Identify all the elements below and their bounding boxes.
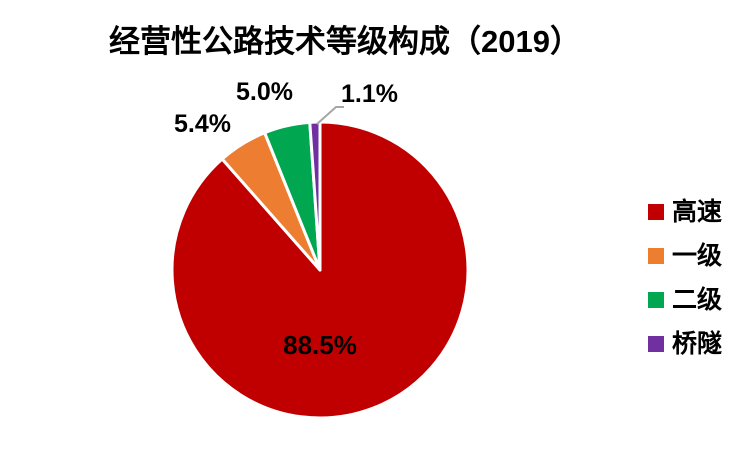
legend-item-1[interactable]: 一级 (648, 234, 748, 278)
legend-swatch-icon-0 (648, 204, 664, 220)
chart-title: 经营性公路技术等级构成（2019） (109, 24, 581, 59)
pie-data-label-gaosu: 88.5% (283, 330, 357, 360)
legend-item-2[interactable]: 二级 (648, 278, 748, 322)
legend-item-3[interactable]: 桥隧 (648, 322, 748, 366)
legend-item-0[interactable]: 高速 (648, 190, 748, 234)
legend-swatch-icon-2 (648, 292, 664, 308)
pie-data-label-yiji: 5.4% (174, 110, 231, 138)
pie-slice-group (170, 120, 470, 420)
chart-legend: 高速 一级 二级 桥隧 (648, 190, 748, 366)
leader-line-for-1-1-percent (316, 106, 344, 125)
legend-label-2: 二级 (672, 285, 723, 314)
legend-swatch-icon-1 (648, 248, 664, 264)
legend-label-1: 一级 (672, 241, 723, 270)
legend-label-0: 高速 (672, 197, 723, 226)
pie-data-label-erji: 5.0% (236, 78, 293, 106)
legend-label-3: 桥隧 (672, 329, 723, 358)
pie-data-label-qiaosui: 1.1% (341, 80, 398, 108)
legend-swatch-icon-3 (648, 336, 664, 352)
